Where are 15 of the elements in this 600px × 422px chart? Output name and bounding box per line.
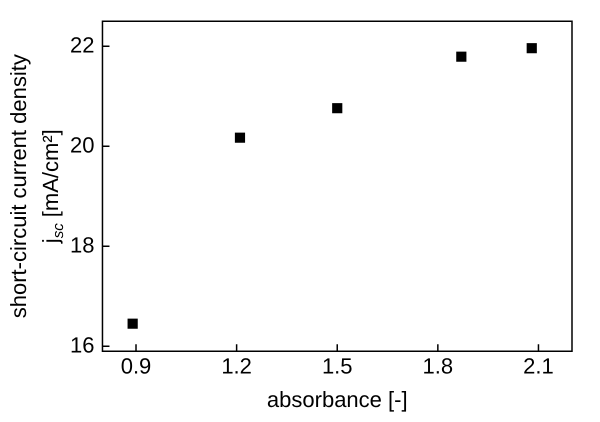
x-tick-label: 1.8 [422, 353, 454, 378]
y-tick-label: 20 [70, 132, 94, 158]
y-tick-label: 22 [70, 32, 94, 58]
x-tick-label: 1.2 [221, 353, 252, 378]
x-tick-label: 1.5 [322, 353, 353, 378]
x-tick-label: 0.9 [120, 353, 152, 378]
y-tick-label: 16 [70, 332, 94, 358]
point [456, 52, 466, 62]
point [332, 103, 342, 114]
point [234, 132, 246, 143]
y-tick-label: 18 [70, 232, 94, 258]
point [526, 43, 537, 54]
point [128, 318, 138, 329]
x-tick-label: 2.1 [523, 353, 554, 378]
x-axis-title: absorbance [-] [266, 386, 408, 412]
